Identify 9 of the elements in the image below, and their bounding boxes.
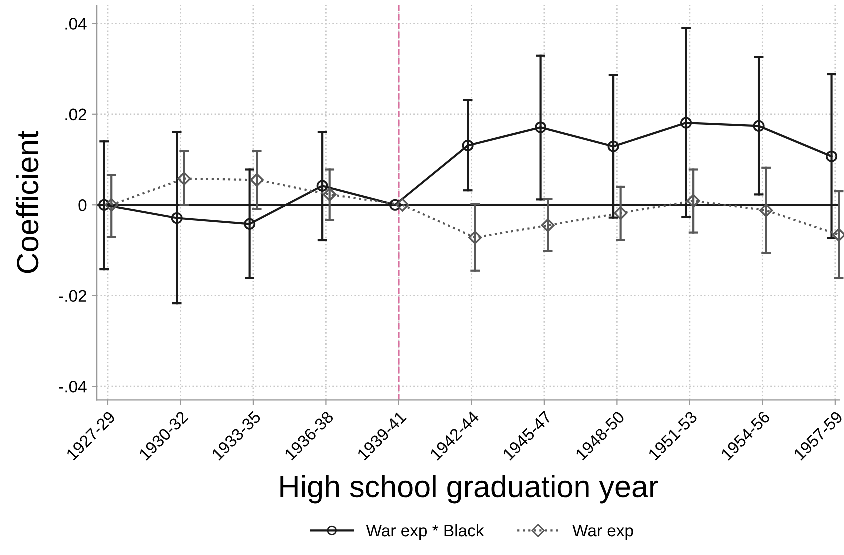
y-axis-title: Coefficient	[16, 131, 39, 274]
y-tick-label: -.02	[59, 290, 87, 302]
legend-label: War exp	[572, 525, 634, 540]
x-axis-title: High school graduation year	[280, 475, 658, 504]
y-tick-label: 0	[78, 200, 87, 212]
y-tick-label: .04	[66, 18, 87, 30]
legend-label: War exp * Black	[366, 524, 484, 540]
y-tick-label: -.04	[59, 380, 87, 393]
y-tick-label: .02	[66, 108, 87, 121]
